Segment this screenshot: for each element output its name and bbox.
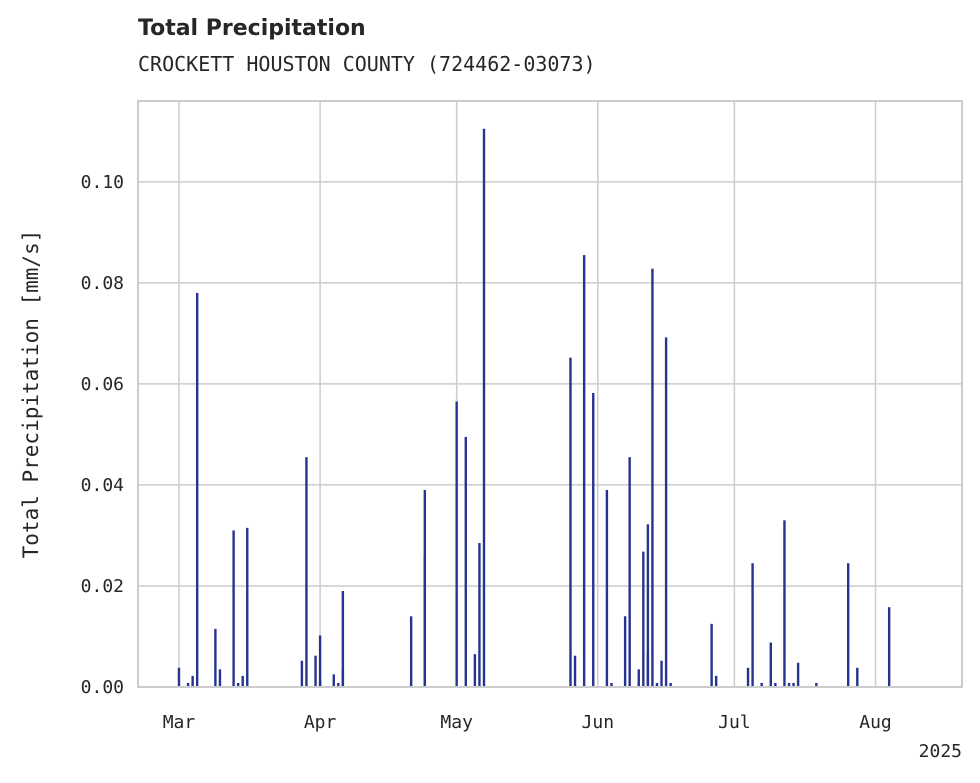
precipitation-bar [623,616,627,687]
precipitation-bar [655,682,659,687]
precipitation-bar [191,675,194,687]
precipitation-bar [642,551,645,687]
precipitation-bar [318,680,322,687]
y-tick-label: 0.08 [81,273,124,294]
precipitation-bar [887,607,891,687]
precipitation-bar [610,682,613,687]
y-axis-ticks: 0.00 0.02 0.04 0.06 0.08 0.10 [81,172,124,698]
x-tick-label: Jun [582,712,615,733]
precipitation-bar [214,628,217,687]
y-tick-label: 0.00 [81,677,124,698]
precipitation-bar [646,654,650,687]
chart-title: Total Precipitation [138,16,366,41]
precipitation-bar [774,682,777,687]
precipitation-bar [815,682,818,687]
precipitation-bar [573,655,577,687]
precipitation-bar [177,667,181,687]
precipitation-bar [746,667,750,687]
precipitation-bar [664,337,668,687]
x-axis-ticks: Mar Apr May Jun Jul Aug [163,712,892,733]
x-tick-label: May [440,712,473,733]
precipitation-bar [337,682,340,687]
y-tick-label: 0.04 [81,475,124,496]
precipitation-bar [760,682,763,687]
x-tick-label: Mar [163,712,196,733]
y-tick-label: 0.02 [81,576,124,597]
x-tick-label: Jul [718,712,751,733]
precipitation-bar [751,563,754,687]
precipitation-bar [592,392,595,687]
precipitation-bar [846,563,850,687]
precipitation-bar [482,128,486,687]
precipitation-bar [246,527,249,687]
precipitation-bar [423,555,427,687]
precipitation-bar [305,457,308,687]
precipitation-bar [232,530,235,687]
x-tick-label: Aug [859,712,892,733]
precipitation-bar [637,669,640,687]
precipitation-bar [646,524,650,687]
precipitation-bar [478,543,481,687]
precipitation-bar [455,401,458,687]
precipitation-bar [195,292,199,687]
precipitation-bar [218,669,222,687]
precipitation-bar [332,674,335,687]
precipitation-bar [605,489,609,687]
precipitation-bar [856,667,859,687]
precipitation-bar [341,669,345,687]
precipitation-bar [186,682,190,687]
precipitation-bar [796,662,800,687]
grid-lines [138,101,962,688]
precipitation-bar [714,675,718,687]
precipitation-bar [783,520,786,687]
y-axis-label: Total Precipitation [mm/s] [19,230,43,559]
precipitation-bar [669,682,672,687]
precipitation-bar [409,616,413,687]
x-axis-year-label: 2025 [919,741,962,762]
chart-subtitle: CROCKETT HOUSTON COUNTY (724462-03073) [138,52,596,76]
precipitation-bar [787,682,791,687]
precipitation-bar [651,268,654,687]
precipitation-bar [660,660,663,687]
precipitation-bar [318,635,322,687]
precipitation-bar [628,457,631,687]
precipitation-bar [769,642,772,687]
y-tick-label: 0.10 [81,172,124,193]
precipitation-bar [314,655,317,687]
precipitation-bar [464,436,467,687]
precipitation-bar [792,682,795,687]
x-tick-label: Apr [304,712,337,733]
precipitation-bar [300,660,304,687]
precipitation-bar [473,654,477,687]
precipitation-bar [341,591,345,687]
precipitation-bar [582,255,586,688]
bar-series [177,128,891,688]
plot-frame [137,100,963,688]
precipitation-bar [710,623,713,687]
precipitation-bar [569,357,572,687]
precipitation-bar [236,682,240,687]
precipitation-bar [241,675,244,687]
y-tick-label: 0.06 [81,374,124,395]
